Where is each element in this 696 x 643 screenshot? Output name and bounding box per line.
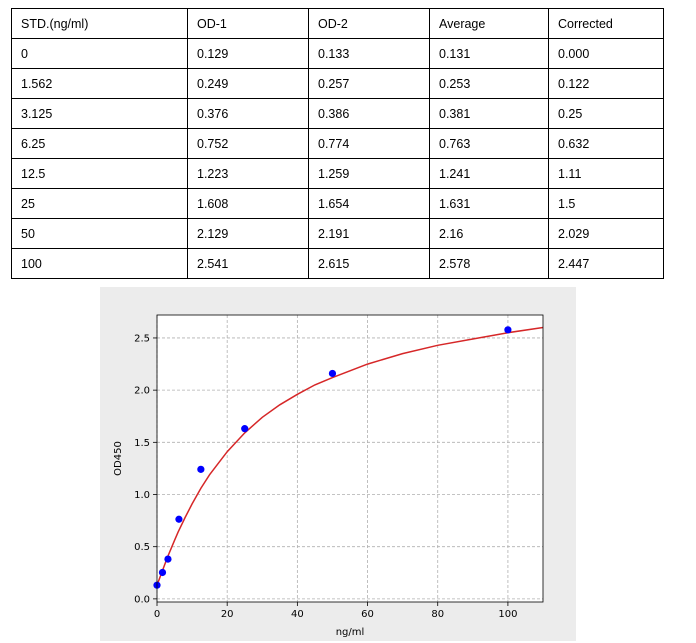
table-cell: 0 (11, 38, 188, 69)
table-row: 1.562 0.249 0.257 0.253 0.122 (11, 68, 664, 99)
table-cell: 2.578 (429, 248, 549, 279)
table-row: 3.125 0.376 0.386 0.381 0.25 (11, 98, 664, 129)
table-row: 100 2.541 2.615 2.578 2.447 (11, 248, 664, 279)
table-cell: 3.125 (11, 98, 188, 129)
table-row: 50 2.129 2.191 2.16 2.029 (11, 218, 664, 249)
header-od1: OD-1 (187, 8, 309, 39)
table-cell: 2.129 (187, 218, 309, 249)
table-cell: 0.129 (187, 38, 309, 69)
data-points (153, 326, 512, 589)
table-cell: 2.16 (429, 218, 549, 249)
data-point (164, 555, 172, 563)
table-cell: 2.447 (548, 248, 664, 279)
table-cell: 1.562 (11, 68, 188, 99)
fit-curve-line (156, 326, 544, 586)
table-cell: 0.25 (548, 98, 664, 129)
data-point (158, 568, 167, 577)
data-point (328, 369, 337, 378)
table-cell: 0.133 (308, 38, 430, 69)
header-corrected: Corrected (548, 8, 664, 39)
y-tick-label: 0.0 (134, 594, 150, 605)
table-cell: 0.253 (429, 68, 549, 99)
table-cell: 50 (11, 218, 188, 249)
x-tick-label: 80 (431, 609, 444, 620)
y-axis-label: OD450 (113, 441, 124, 476)
table-cell: 2.615 (308, 248, 430, 279)
plot-frame (156, 314, 544, 603)
table-cell: 0.257 (308, 68, 430, 99)
x-tick-label: 0 (154, 609, 160, 620)
table-cell: 100 (11, 248, 188, 279)
table-cell: 12.5 (11, 158, 188, 189)
y-tick-label: 1.5 (134, 438, 150, 449)
x-tick-label: 40 (291, 609, 304, 620)
table-cell: 2.029 (548, 218, 664, 249)
table-cell: 0.774 (308, 128, 430, 159)
header-average: Average (429, 8, 549, 39)
table-cell: 2.541 (187, 248, 309, 279)
y-tick-label: 1.0 (134, 490, 150, 501)
table-row: 25 1.608 1.654 1.631 1.5 (11, 188, 664, 219)
standard-curve-chart: 0 20 40 60 80 100 0.0 0.5 1.0 1.5 2.0 2.5 ng/ml OD4… (113, 314, 544, 638)
table-cell: 0.381 (429, 98, 549, 129)
table-cell: 0.131 (429, 38, 549, 69)
y-tick-label: 2.5 (134, 333, 150, 344)
table-cell: 1.631 (429, 188, 549, 219)
x-tick-label: 20 (221, 609, 234, 620)
table-cell: 0.249 (187, 68, 309, 99)
data-point (197, 465, 205, 473)
data-point (175, 515, 183, 523)
data-point (504, 326, 512, 334)
table-row: 12.5 1.223 1.259 1.241 1.11 (11, 158, 664, 189)
y-tick-label: 2.0 (134, 386, 150, 397)
grid (156, 315, 543, 602)
table-cell: 1.11 (548, 158, 664, 189)
table-row: 0 0.129 0.133 0.131 0.000 (11, 38, 664, 69)
header-std: STD.(ng/ml) (11, 8, 188, 39)
header-od2: OD-2 (308, 8, 430, 39)
table-cell: 0.763 (429, 128, 549, 159)
data-point (241, 425, 249, 433)
table-cell: 1.259 (308, 158, 430, 189)
table-cell: 0.376 (187, 98, 309, 129)
table-cell: 0.752 (187, 128, 309, 159)
table-row: 6.25 0.752 0.774 0.763 0.632 (11, 128, 664, 159)
x-tick-label: 100 (498, 609, 517, 620)
axis-ticks: 0 20 40 60 80 100 0.0 0.5 1.0 1.5 2.0 2.5 (134, 333, 517, 620)
table-cell: 0.000 (548, 38, 664, 69)
table-header-row: STD.(ng/ml) OD-1 OD-2 Average Corrected (11, 8, 664, 39)
table-cell: 1.654 (308, 188, 430, 219)
table-cell: 1.5 (548, 188, 664, 219)
chart-panel: 0 20 40 60 80 100 0.0 0.5 1.0 1.5 2.0 2.5 ng/ml OD4… (100, 287, 576, 641)
table-cell: 2.191 (308, 218, 430, 249)
table-cell: 1.241 (429, 158, 549, 189)
table-cell: 0.632 (548, 128, 664, 159)
table-cell: 0.386 (308, 98, 430, 129)
standard-curve-table: STD.(ng/ml) OD-1 OD-2 Average Corrected … (11, 8, 664, 279)
table-cell: 1.608 (187, 188, 309, 219)
table-cell: 25 (11, 188, 188, 219)
table-cell: 0.122 (548, 68, 664, 99)
table-cell: 1.223 (187, 158, 309, 189)
x-axis-label: ng/ml (336, 627, 365, 638)
table-cell: 6.25 (11, 128, 188, 159)
plot-area (157, 315, 543, 602)
y-tick-label: 0.5 (134, 542, 150, 553)
x-tick-label: 60 (361, 609, 374, 620)
